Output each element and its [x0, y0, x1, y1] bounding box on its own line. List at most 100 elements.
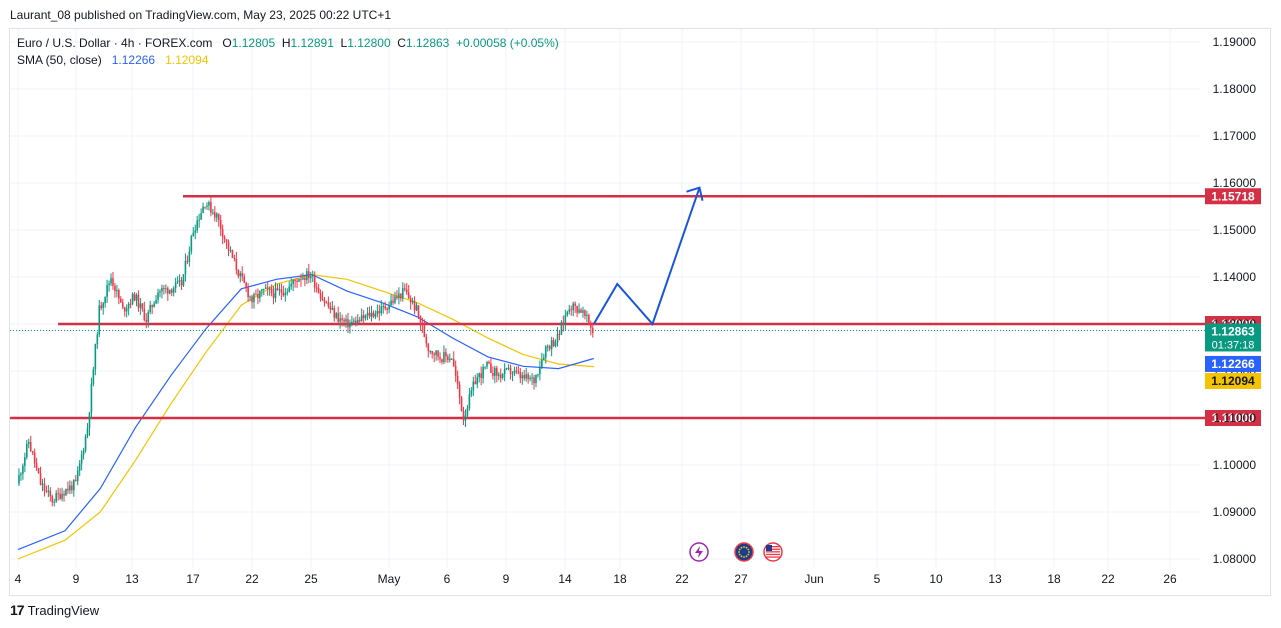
candle-body: [527, 374, 529, 380]
candle-body: [133, 293, 136, 301]
candle-body: [335, 313, 338, 318]
candle-body: [272, 293, 275, 298]
candle-body: [499, 374, 502, 378]
candle-body: [415, 305, 418, 311]
candle-body: [245, 282, 247, 288]
candle-body: [437, 350, 439, 358]
candle-body: [108, 283, 110, 285]
last-price-tag: [1205, 323, 1261, 352]
lightning-icon[interactable]: [689, 542, 709, 562]
candle-body: [90, 383, 93, 413]
candle-body: [155, 299, 157, 304]
candle-body: [274, 288, 277, 298]
candle-body: [505, 368, 508, 370]
candle-body: [351, 321, 353, 323]
candle-body: [69, 485, 71, 491]
change-value: +0.00058 (+0.05%): [456, 36, 559, 50]
candle-body: [259, 291, 261, 299]
candle-body: [26, 443, 28, 458]
candle-body: [149, 305, 151, 313]
candle-body: [194, 230, 197, 233]
candle-body: [456, 375, 459, 385]
candle-body: [543, 357, 545, 360]
candle-body: [212, 212, 214, 214]
candle-body: [127, 303, 130, 309]
candle-body: [368, 312, 371, 317]
candle-body: [358, 319, 361, 322]
candle-body: [51, 496, 54, 503]
close-value: 1.12863: [405, 36, 450, 50]
sma-label[interactable]: SMA (50, close): [17, 53, 102, 67]
candle-body: [370, 312, 373, 317]
candle-body: [427, 343, 430, 352]
symbol-title[interactable]: Euro / U.S. Dollar · 4h · FOREX.com: [17, 36, 213, 50]
candle-body: [182, 274, 185, 286]
candle-body: [392, 300, 394, 303]
candle-body: [515, 370, 518, 372]
candle-body: [18, 475, 20, 484]
candle-body: [304, 277, 306, 280]
candle-body: [284, 292, 287, 296]
candle-body: [24, 457, 26, 466]
candle-body: [120, 298, 122, 303]
grid-layer: [10, 29, 1200, 568]
candle-body: [141, 303, 144, 309]
candle-body: [470, 390, 473, 395]
candle-body: [255, 294, 257, 296]
candle-body: [123, 307, 126, 312]
candle-body: [161, 288, 163, 292]
candle-body: [110, 278, 112, 284]
candle-body: [525, 374, 527, 379]
x-tick-label: May: [378, 572, 401, 586]
candle-body: [210, 202, 212, 213]
candle-body: [568, 309, 571, 312]
candle-body: [249, 296, 251, 298]
candle-body: [204, 206, 206, 208]
candle-body: [452, 358, 455, 366]
candle-body: [413, 301, 416, 311]
time-axis: 4 9 13 17 22 25 May 6 9 14 18 22 27 Jun 5 10 13 18 22 26: [15, 572, 1177, 586]
x-tick-label: 25: [304, 572, 318, 586]
candle-body: [41, 483, 44, 485]
candle-body: [588, 315, 590, 324]
candle-body: [229, 250, 232, 252]
candle-body: [482, 366, 484, 379]
candle-body: [114, 285, 116, 292]
candle-body: [227, 241, 230, 251]
candle-body: [264, 287, 267, 289]
y-tick-label: 1.17000: [1213, 129, 1257, 143]
candle-body: [63, 493, 65, 496]
candle-body: [356, 319, 359, 325]
x-tick-label: 17: [186, 572, 200, 586]
candle-body: [112, 278, 114, 286]
low-label: L: [340, 36, 348, 50]
eu-flag-icon[interactable]: [734, 542, 754, 562]
y-tick-label: 1.18000: [1213, 82, 1257, 96]
candle-body: [278, 289, 281, 291]
candle-body: [214, 212, 216, 218]
footer-logo[interactable]: 17 TradingView: [10, 602, 99, 618]
candle-body: [441, 359, 443, 363]
candle-body: [562, 322, 565, 325]
candle-body: [353, 320, 355, 322]
event-layer: [689, 542, 783, 562]
candle-body: [556, 334, 559, 343]
candle-body: [355, 320, 357, 325]
x-tick-label: Jun: [804, 572, 823, 586]
projection-path[interactable]: [592, 187, 701, 326]
candle-body: [92, 369, 95, 384]
candle-body: [445, 352, 447, 357]
candle-body: [37, 468, 40, 474]
candle-body: [145, 320, 148, 322]
candle-body: [486, 361, 488, 367]
candle-body: [548, 346, 551, 350]
x-tick-label: 18: [613, 572, 627, 586]
candle-body: [165, 288, 167, 290]
candle-body: [552, 340, 555, 347]
candle-body: [53, 501, 56, 503]
candle-body: [586, 315, 588, 317]
us-flag-icon[interactable]: [763, 542, 783, 562]
candle-body: [286, 291, 289, 293]
candle-body: [533, 377, 535, 384]
